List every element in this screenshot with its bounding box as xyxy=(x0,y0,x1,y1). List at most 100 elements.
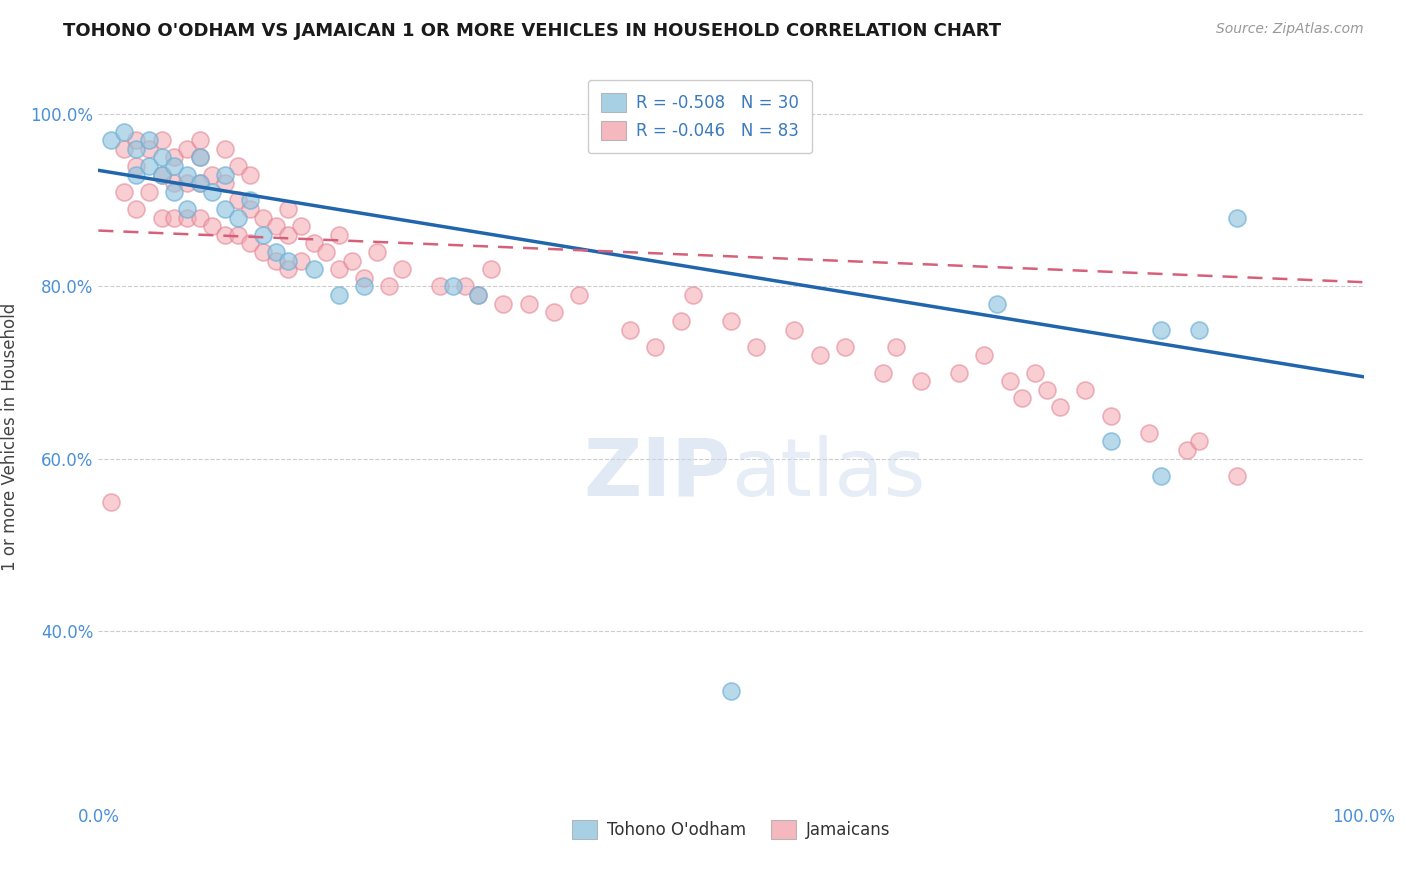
Point xyxy=(366,245,388,260)
Point xyxy=(277,262,299,277)
Point xyxy=(112,125,135,139)
Point xyxy=(479,262,502,277)
Point xyxy=(568,288,591,302)
Point xyxy=(290,219,312,234)
Point xyxy=(150,211,173,225)
Point xyxy=(834,340,856,354)
Point xyxy=(264,219,287,234)
Point xyxy=(150,150,173,164)
Point xyxy=(1137,425,1160,440)
Point xyxy=(239,194,262,208)
Point xyxy=(239,168,262,182)
Point xyxy=(1150,322,1173,336)
Point xyxy=(163,185,186,199)
Point xyxy=(872,366,894,380)
Text: Source: ZipAtlas.com: Source: ZipAtlas.com xyxy=(1216,22,1364,37)
Point xyxy=(429,279,451,293)
Point xyxy=(188,150,211,164)
Text: atlas: atlas xyxy=(731,434,925,513)
Point xyxy=(1188,434,1211,449)
Point xyxy=(998,374,1021,388)
Point xyxy=(669,314,692,328)
Point xyxy=(290,253,312,268)
Point xyxy=(353,271,375,285)
Point xyxy=(973,348,995,362)
Point xyxy=(808,348,831,362)
Point xyxy=(163,176,186,190)
Point xyxy=(783,322,806,336)
Point xyxy=(252,227,274,242)
Point xyxy=(720,314,742,328)
Point xyxy=(328,262,350,277)
Point xyxy=(201,168,224,182)
Point xyxy=(619,322,641,336)
Point xyxy=(467,288,489,302)
Point xyxy=(910,374,932,388)
Point xyxy=(239,202,262,216)
Point xyxy=(1024,366,1046,380)
Point xyxy=(100,494,122,508)
Point xyxy=(1036,383,1059,397)
Point xyxy=(125,159,148,173)
Legend: Tohono O'odham, Jamaicans: Tohono O'odham, Jamaicans xyxy=(565,814,897,846)
Point xyxy=(1099,409,1122,423)
Text: ZIP: ZIP xyxy=(583,434,731,513)
Point xyxy=(188,176,211,190)
Point xyxy=(1226,211,1249,225)
Point xyxy=(125,133,148,147)
Point xyxy=(125,202,148,216)
Point xyxy=(163,159,186,173)
Point xyxy=(226,159,249,173)
Point xyxy=(720,684,742,698)
Point xyxy=(163,211,186,225)
Point xyxy=(1150,468,1173,483)
Point xyxy=(125,168,148,182)
Point xyxy=(467,288,489,302)
Point xyxy=(176,142,198,156)
Point xyxy=(302,236,325,251)
Point xyxy=(1049,400,1071,414)
Point xyxy=(188,211,211,225)
Point xyxy=(492,296,515,310)
Point xyxy=(517,296,540,310)
Point xyxy=(644,340,666,354)
Point xyxy=(214,202,236,216)
Point xyxy=(302,262,325,277)
Point xyxy=(340,253,363,268)
Point xyxy=(138,142,160,156)
Point xyxy=(454,279,477,293)
Point xyxy=(264,245,287,260)
Point xyxy=(315,245,337,260)
Text: TOHONO O'ODHAM VS JAMAICAN 1 OR MORE VEHICLES IN HOUSEHOLD CORRELATION CHART: TOHONO O'ODHAM VS JAMAICAN 1 OR MORE VEH… xyxy=(63,22,1001,40)
Point xyxy=(252,211,274,225)
Point xyxy=(1074,383,1097,397)
Point xyxy=(163,150,186,164)
Point xyxy=(986,296,1008,310)
Point xyxy=(948,366,970,380)
Point xyxy=(138,159,160,173)
Point xyxy=(176,176,198,190)
Point xyxy=(1175,442,1198,457)
Point xyxy=(112,185,135,199)
Point xyxy=(214,142,236,156)
Point xyxy=(214,227,236,242)
Point xyxy=(214,176,236,190)
Point xyxy=(188,176,211,190)
Point xyxy=(226,211,249,225)
Point xyxy=(176,168,198,182)
Point xyxy=(226,227,249,242)
Point xyxy=(188,150,211,164)
Point xyxy=(745,340,768,354)
Point xyxy=(1226,468,1249,483)
Point xyxy=(353,279,375,293)
Point xyxy=(239,236,262,251)
Point xyxy=(682,288,704,302)
Point xyxy=(138,185,160,199)
Point xyxy=(328,227,350,242)
Point xyxy=(201,185,224,199)
Point xyxy=(1099,434,1122,449)
Point xyxy=(1188,322,1211,336)
Point xyxy=(150,168,173,182)
Point xyxy=(884,340,907,354)
Point xyxy=(112,142,135,156)
